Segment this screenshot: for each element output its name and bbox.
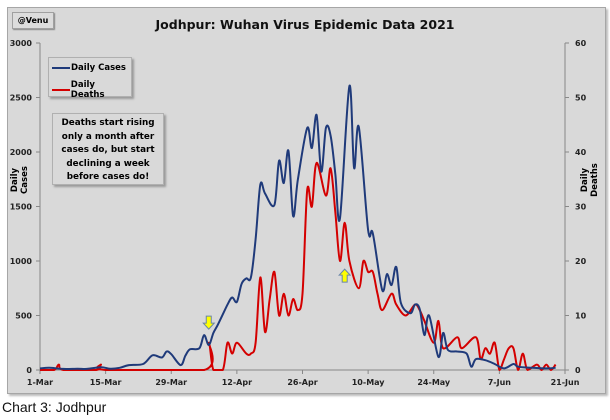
y-tick-label-left: 1000	[10, 257, 33, 266]
x-tick-label: 29-Mar	[155, 378, 187, 387]
series-line-daily-deaths	[39, 161, 557, 372]
x-tick-label: 24-May	[417, 378, 451, 387]
x-tick-label: 12-Apr	[222, 378, 252, 387]
caption: Chart 3: Jodhpur	[2, 399, 107, 415]
legend-swatch	[52, 67, 70, 69]
legend: Daily Cases Daily Deaths	[48, 57, 132, 100]
y-tick-label-left: 3000	[10, 39, 33, 48]
annotation-box: Deaths start rising only a month after c…	[52, 113, 164, 185]
y-tick-label-right: 20	[575, 257, 587, 266]
arrow-up-icon	[338, 268, 352, 283]
x-tick-label: 21-Jun	[551, 378, 580, 387]
arrow-down-icon	[202, 315, 216, 330]
legend-label: Daily Deaths	[70, 80, 105, 100]
y-tick-label-right: 0	[575, 366, 581, 375]
x-tick-label: 26-Apr	[287, 378, 317, 387]
y-tick-label-right: 60	[575, 39, 587, 48]
x-tick-label: 10-May	[352, 378, 386, 387]
y-axis-right-label: Daily Deaths	[580, 163, 600, 197]
x-tick-label: 1-Mar	[27, 378, 53, 387]
watermark-tag: @Venu	[12, 12, 54, 29]
y-tick-label-left: 0	[26, 366, 32, 375]
y-tick-label-left: 2500	[10, 94, 33, 103]
y-tick-label-right: 40	[575, 148, 587, 157]
legend-label: Daily Cases	[71, 63, 126, 73]
x-tick-label: 15-Mar	[90, 378, 122, 387]
chart-title: Jodhpur: Wuhan Virus Epidemic Data 2021	[155, 17, 455, 32]
legend-swatch	[52, 89, 70, 91]
legend-item-deaths: Daily Deaths	[52, 80, 131, 100]
legend-item-cases: Daily Cases	[52, 63, 126, 73]
y-tick-label-left: 1500	[10, 203, 33, 212]
y-tick-label-left: 500	[15, 312, 32, 321]
y-tick-label-right: 30	[575, 203, 587, 212]
y-tick-label-right: 50	[575, 94, 587, 103]
y-axis-left-label: Daily Cases	[10, 166, 30, 194]
x-tick-label: 7-Jun	[488, 378, 512, 387]
y-tick-label-right: 10	[575, 312, 587, 321]
y-tick-label-left: 2000	[10, 148, 33, 157]
series-line-daily-cases	[39, 85, 556, 370]
